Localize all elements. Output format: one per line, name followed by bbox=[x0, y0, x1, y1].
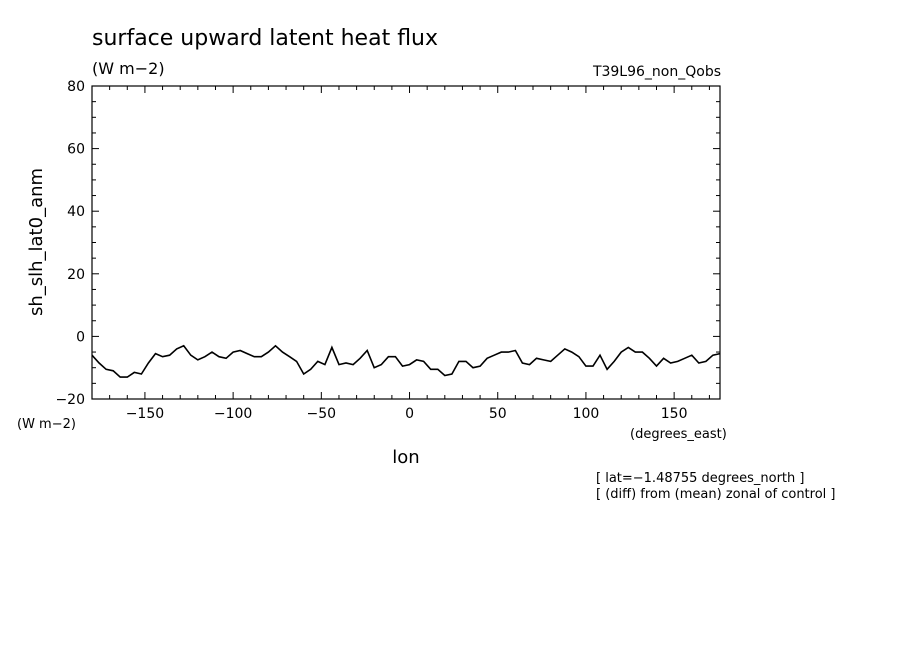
y-tick-label: 60 bbox=[67, 142, 85, 158]
x-tick-label: −150 bbox=[126, 406, 164, 422]
series-line bbox=[91, 344, 721, 378]
y-axis-units: (W m−2) bbox=[17, 417, 76, 432]
experiment-label: T39L96_non_Qobs bbox=[592, 64, 721, 80]
x-tick-label: −50 bbox=[307, 406, 337, 422]
axis-ticks bbox=[92, 86, 720, 399]
y-tick-label: 40 bbox=[67, 204, 85, 220]
x-tick-label: 0 bbox=[405, 406, 414, 422]
annotation-diff: [ (diff) from (mean) zonal of control ] bbox=[596, 487, 835, 502]
tick-labels: −150 −100 −50 0 50 100 150 −20 0 20 40 60 80 bbox=[55, 79, 687, 422]
x-tick-label: 150 bbox=[661, 406, 688, 422]
annotation-latitude: [ lat=−1.48755 degrees_north ] bbox=[596, 471, 804, 486]
x-axis-label: lon bbox=[392, 447, 419, 468]
x-tick-label: −100 bbox=[214, 406, 252, 422]
y-tick-label: 0 bbox=[76, 329, 85, 345]
y-tick-label: 80 bbox=[67, 79, 85, 95]
x-tick-label: 50 bbox=[489, 406, 507, 422]
plot-frame bbox=[91, 85, 721, 400]
x-tick-label: 100 bbox=[573, 406, 600, 422]
title-units: (W m−2) bbox=[92, 59, 165, 78]
chart-title: surface upward latent heat flux bbox=[92, 26, 438, 51]
x-axis-units: (degrees_east) bbox=[630, 427, 727, 442]
y-tick-label: 20 bbox=[67, 267, 85, 283]
y-axis-label: sh_slh_lat0_anm bbox=[26, 168, 47, 316]
y-tick-label: −20 bbox=[55, 392, 85, 408]
